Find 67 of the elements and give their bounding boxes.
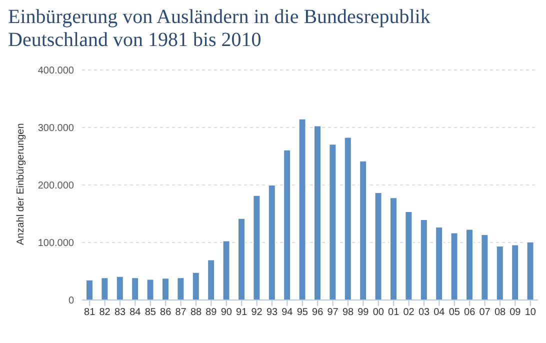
bar xyxy=(526,241,534,300)
bar xyxy=(100,277,109,300)
x-tick-label: 83 xyxy=(114,307,126,318)
bar xyxy=(466,228,474,300)
x-tick-label: 85 xyxy=(144,307,156,318)
x-tick-label: 02 xyxy=(403,307,415,318)
x-tick-label: 00 xyxy=(372,307,384,318)
x-tick-label: 98 xyxy=(342,307,354,318)
y-tick-label: 400.000 xyxy=(38,66,74,77)
x-tick-label: 94 xyxy=(282,307,294,318)
x-tick-label: 05 xyxy=(448,307,460,318)
bar xyxy=(86,279,94,300)
x-tick-label: 91 xyxy=(236,307,248,318)
bar xyxy=(314,125,322,300)
bar xyxy=(207,259,216,300)
x-tick-label: 08 xyxy=(494,307,506,318)
x-tick-label: 87 xyxy=(175,307,187,318)
bar xyxy=(192,272,200,300)
x-tick-label: 89 xyxy=(206,307,218,318)
bar xyxy=(176,277,185,300)
bar xyxy=(511,244,520,300)
bar xyxy=(268,184,276,300)
x-tick-label: 88 xyxy=(190,307,202,318)
bar xyxy=(328,144,337,300)
bar xyxy=(298,118,306,300)
bar xyxy=(496,245,504,300)
chart-title: Einbürgerung von Ausländern in die Bundesrepublik Deutschland von 1981 bis 2010 xyxy=(8,6,432,52)
bar xyxy=(131,277,140,300)
bar xyxy=(283,149,292,300)
bar xyxy=(162,278,170,300)
bar xyxy=(390,197,398,300)
x-tick-label: 92 xyxy=(251,307,263,318)
bar xyxy=(404,210,413,300)
bar xyxy=(146,278,154,300)
bar xyxy=(420,219,428,300)
x-tick-label: 01 xyxy=(388,307,400,318)
x-tick-label: 93 xyxy=(266,307,278,318)
x-tick-label: 10 xyxy=(524,307,536,318)
y-tick-label: 200.000 xyxy=(38,180,74,192)
x-tick-label: 04 xyxy=(434,307,446,318)
x-tick-label: 81 xyxy=(84,307,96,318)
bar xyxy=(238,218,246,300)
bar xyxy=(116,276,124,300)
y-tick-label: 300.000 xyxy=(38,123,74,134)
bar xyxy=(450,232,458,300)
y-axis-title: Anzahl der Einbürgerungen xyxy=(16,123,27,245)
bar xyxy=(344,136,352,300)
x-tick-label: 95 xyxy=(296,307,308,318)
x-tick-label: 99 xyxy=(358,307,370,318)
x-tick-label: 07 xyxy=(479,307,491,318)
x-tick-label: 06 xyxy=(464,307,476,318)
x-tick-label: 90 xyxy=(220,307,232,318)
y-tick-label: 0 xyxy=(68,296,74,307)
x-tick-label: 03 xyxy=(418,307,430,318)
y-tick-label: 100.000 xyxy=(38,238,74,250)
x-tick-label: 84 xyxy=(130,307,142,318)
bar xyxy=(252,194,261,300)
x-tick-label: 96 xyxy=(312,307,324,318)
bar xyxy=(435,226,444,300)
x-tick-label: 82 xyxy=(99,307,111,318)
bar xyxy=(359,160,368,300)
x-tick-label: 97 xyxy=(327,307,339,318)
bar xyxy=(374,192,382,300)
x-tick-label: 09 xyxy=(510,307,522,318)
bar xyxy=(222,240,230,300)
x-tick-label: 86 xyxy=(160,307,172,318)
bar xyxy=(480,234,489,300)
